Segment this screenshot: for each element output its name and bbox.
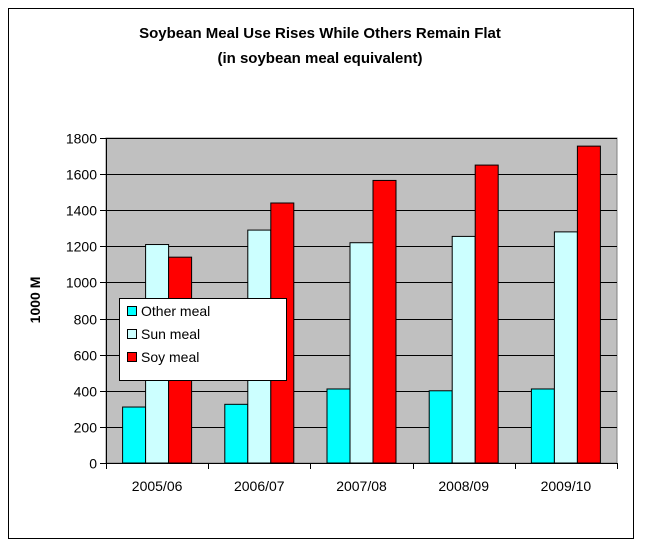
y-tick-label: 600 — [74, 348, 98, 364]
bar-other-meal — [428, 390, 453, 464]
y-tick-label: 1400 — [66, 203, 97, 219]
y-tick-label: 0 — [89, 456, 97, 472]
y-tick-label: 1800 — [66, 131, 97, 147]
legend: Other meal Sun meal Soy meal — [119, 298, 287, 381]
x-tick-label: 2006/07 — [234, 478, 285, 494]
chart-subtitle: (in soybean meal equivalent) — [217, 50, 422, 67]
x-tick-label: 2007/08 — [336, 478, 387, 494]
chart-title: Soybean Meal Use Rises While Others Rema… — [139, 25, 501, 42]
legend-swatch — [127, 306, 137, 316]
bar-soy-meal — [474, 164, 499, 464]
y-tick-label: 1000 — [66, 275, 97, 291]
legend-label: Soy meal — [141, 349, 199, 365]
y-tick-label: 1200 — [66, 239, 97, 255]
y-tick-label: 400 — [74, 384, 98, 400]
legend-swatch — [127, 352, 137, 362]
bar-other-meal — [224, 403, 249, 464]
bar-soy-meal — [576, 145, 601, 464]
x-tick-label: 2005/06 — [132, 478, 183, 494]
x-tick-label: 2008/09 — [438, 478, 489, 494]
legend-swatch — [127, 329, 137, 339]
y-tick-label: 200 — [74, 420, 98, 436]
y-axis: 0 200 400 600 800 1000 1200 1400 1600 1800 — [66, 131, 107, 472]
x-tick-label: 2009/10 — [541, 478, 592, 494]
y-tick-label: 800 — [74, 312, 98, 328]
legend-label: Other meal — [141, 303, 210, 319]
x-axis: 2005/06 2006/07 2007/08 2008/09 2009/10 — [106, 463, 618, 494]
bar-sun-meal — [553, 231, 578, 464]
bar-sun-meal — [349, 242, 374, 464]
bar-other-meal — [122, 406, 147, 464]
y-tick-label: 1600 — [66, 167, 97, 183]
legend-box — [119, 298, 287, 381]
bar-soy-meal — [372, 179, 397, 464]
bar-other-meal — [530, 388, 555, 464]
y-axis-title: 1000 M — [27, 277, 43, 324]
bar-other-meal — [326, 388, 351, 464]
legend-label: Sun meal — [141, 326, 200, 342]
bar-sun-meal — [451, 235, 476, 464]
